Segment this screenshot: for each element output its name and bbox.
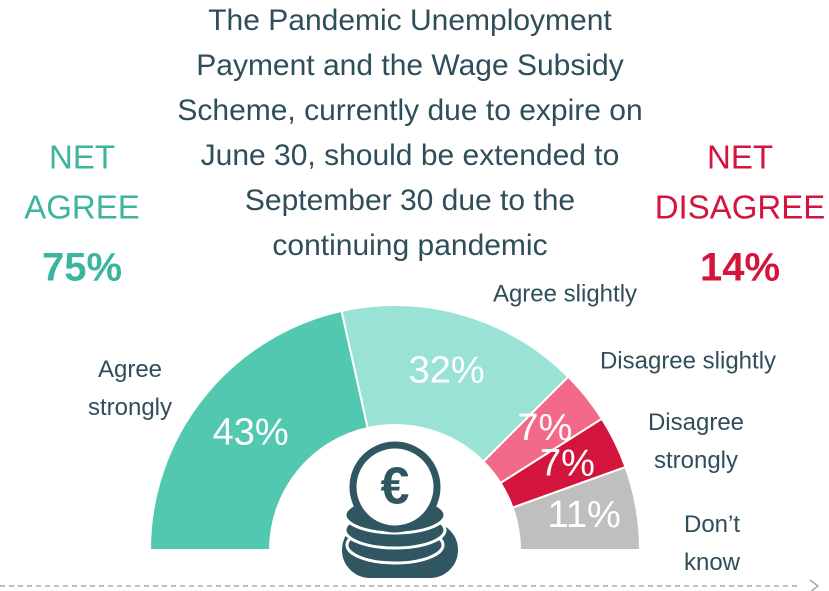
slice (148, 309, 369, 551)
svg-text:€: € (381, 458, 410, 516)
category-label: Agree strongly (88, 356, 172, 421)
value-label: 32% (409, 349, 485, 391)
net-label: NET (707, 139, 773, 176)
slice (511, 465, 642, 551)
title-line: Scheme, currently due to expire on (177, 94, 642, 127)
title-line: continuing pandemic (272, 229, 547, 262)
net-label: AGREE (24, 189, 140, 226)
chart-title: The Pandemic Unemployment Payment and the… (177, 4, 642, 262)
net-label: NET (49, 139, 115, 176)
title-line: June 30, should be extended to (201, 139, 620, 172)
divider-arrow (809, 579, 820, 591)
category-label: Agree slightly (493, 280, 637, 307)
title-line: Payment and the Wage Subsidy (196, 49, 623, 82)
category-label: Disagree slightly (600, 347, 776, 374)
category-label: Disagree strongly (648, 409, 744, 474)
value-label: 7% (517, 407, 572, 449)
slice (340, 304, 570, 464)
value-label: 11% (548, 494, 621, 536)
category-label: Don’t know (684, 511, 741, 576)
annotations: NET AGREE 75% NET DISAGREE 14% (24, 139, 825, 290)
net-value: 14% (700, 246, 780, 290)
coin-icon: € (342, 441, 458, 578)
title-line: The Pandemic Unemployment (208, 4, 612, 37)
value-label: 43% (213, 411, 289, 453)
net-value: 75% (42, 246, 122, 290)
value-label: 7% (540, 443, 595, 485)
title-line: September 30 due to the (245, 184, 575, 217)
slices: 43% Agree strongly 32% Agree slightly 7% Disag… (88, 280, 776, 576)
net-label: DISAGREE (655, 189, 826, 226)
